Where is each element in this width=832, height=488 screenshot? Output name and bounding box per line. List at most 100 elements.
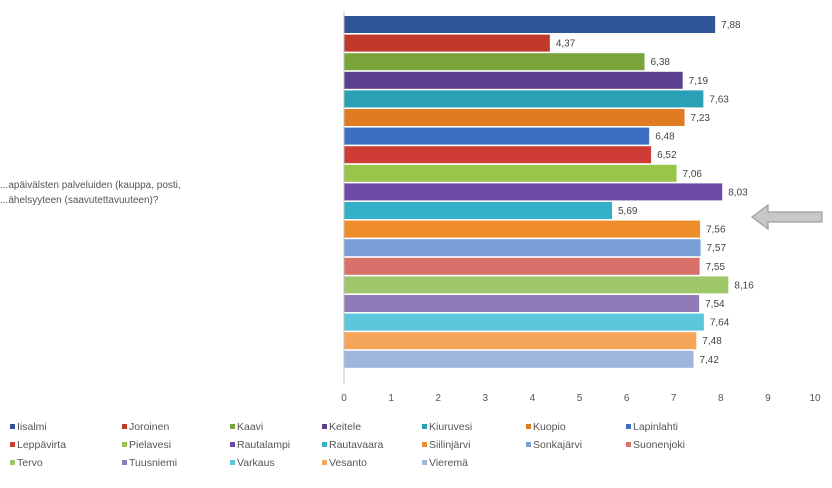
legend-label-rautavaara: Rautavaara xyxy=(329,439,383,451)
bar-kiuruvesi xyxy=(344,90,704,108)
bar-rautavaara xyxy=(344,202,612,219)
x-axis-ticks: 0 1 2 3 4 5 6 7 8 9 10 xyxy=(341,393,821,404)
value-label-bg xyxy=(683,73,722,87)
bar-tervo xyxy=(344,276,729,294)
value-label-kaavi: 6,38 xyxy=(650,57,670,68)
legend-label-sonkajärvi: Sonkajärvi xyxy=(533,439,582,451)
legend-marker xyxy=(10,442,15,447)
bar-sonkajärvi xyxy=(344,239,701,257)
value-label-lapinlahti: 6,48 xyxy=(655,132,675,143)
legend-marker xyxy=(422,424,427,429)
value-label-bg xyxy=(700,297,739,310)
value-label-pielavesi: 7,06 xyxy=(683,169,703,180)
bar-rautalampi xyxy=(344,183,723,201)
bar-kaavi xyxy=(344,53,645,71)
value-label-bg xyxy=(550,36,589,50)
legend-label-tervo: Tervo xyxy=(17,457,43,469)
value-label-siilinjärvi: 7,56 xyxy=(706,225,726,236)
value-label-bg xyxy=(729,278,768,292)
bar-varkaus xyxy=(344,313,704,331)
legend-label-kaavi: Kaavi xyxy=(237,421,263,433)
value-label-bg xyxy=(716,18,755,31)
legend: Iisalmi Joroinen Kaavi Keitele Kiuruvesi Kuop… xyxy=(10,421,685,469)
value-label-bg xyxy=(723,185,762,199)
x-tick-label: 3 xyxy=(483,393,489,404)
legend-label-vieremä: Vieremä xyxy=(429,457,468,469)
bar-leppävirta xyxy=(344,146,652,164)
value-label-bg xyxy=(700,259,739,273)
value-label-keitele: 7,19 xyxy=(689,76,709,87)
legend-label-keitele: Keitele xyxy=(329,421,361,433)
legend-marker xyxy=(322,442,327,447)
legend-label-pielavesi: Pielavesi xyxy=(129,439,171,451)
value-label-bg xyxy=(694,352,733,366)
x-tick-label: 2 xyxy=(435,393,441,404)
bar-tuusniemi xyxy=(344,295,700,312)
legend-marker xyxy=(10,424,15,429)
x-tick-label: 4 xyxy=(530,393,536,404)
value-label-varkaus: 7,64 xyxy=(710,318,730,329)
legend-marker xyxy=(122,460,127,465)
value-label-joroinen: 4,37 xyxy=(556,39,576,50)
value-label-bg xyxy=(612,204,651,217)
bars-group xyxy=(344,16,729,368)
value-label-kuopio: 7,23 xyxy=(691,113,711,124)
value-label-bg xyxy=(701,241,740,255)
value-label-bg xyxy=(650,129,689,143)
legend-marker xyxy=(626,424,631,429)
bar-joroinen xyxy=(344,34,550,52)
value-label-bg xyxy=(645,55,684,69)
legend-marker xyxy=(526,442,531,447)
value-label-suonenjoki: 7,55 xyxy=(706,262,726,273)
bar-kuopio xyxy=(344,109,685,126)
x-tick-label: 7 xyxy=(671,393,677,404)
value-label-rautalampi: 8,03 xyxy=(728,187,748,198)
bar-vieremä xyxy=(344,350,694,368)
value-label-rautavaara: 5,69 xyxy=(618,206,638,217)
legend-marker xyxy=(422,442,427,447)
question-line-2: ...ähelsyyteen (saavutettavuuteen)? xyxy=(0,195,159,206)
value-label-bg xyxy=(677,166,716,180)
legend-label-joroinen: Joroinen xyxy=(129,421,169,433)
legend-marker xyxy=(626,442,631,447)
x-tick-label: 10 xyxy=(809,393,821,404)
legend-marker xyxy=(230,424,235,429)
x-tick-label: 0 xyxy=(341,393,347,404)
value-label-vesanto: 7,48 xyxy=(702,336,722,347)
legend-marker xyxy=(230,460,235,465)
bar-pielavesi xyxy=(344,164,677,182)
question-line-1: ...apäivälsten palveluiden (kauppa, post… xyxy=(0,180,181,191)
value-label-vieremä: 7,42 xyxy=(699,355,719,366)
value-label-bg xyxy=(704,92,743,106)
value-labels-group: 7,88 4,37 6,38 7,197,63 7,23 6,48 6,52 7,06 8,03… xyxy=(550,18,768,366)
legend-label-lapinlahti: Lapinlahti xyxy=(633,421,678,433)
bar-vesanto xyxy=(344,332,697,350)
bar-siilinjärvi xyxy=(344,220,701,238)
question-text: ...apäivälsten palveluiden (kauppa, post… xyxy=(0,180,181,206)
legend-label-rautalampi: Rautalampi xyxy=(237,439,290,451)
legend-marker xyxy=(230,442,235,447)
value-label-leppävirta: 6,52 xyxy=(657,150,677,161)
x-tick-label: 9 xyxy=(765,393,771,404)
x-tick-label: 6 xyxy=(624,393,630,404)
legend-marker xyxy=(122,424,127,429)
value-label-bg xyxy=(697,334,736,348)
legend-label-kuopio: Kuopio xyxy=(533,421,566,433)
value-label-bg xyxy=(704,315,743,329)
legend-marker xyxy=(122,442,127,447)
legend-label-vesanto: Vesanto xyxy=(329,457,367,469)
legend-label-suonenjoki: Suonenjoki xyxy=(633,439,685,451)
bar-lapinlahti xyxy=(344,127,650,145)
legend-marker xyxy=(526,424,531,429)
value-label-bg xyxy=(701,222,740,236)
legend-label-iisalmi: Iisalmi xyxy=(17,421,47,433)
legend-marker xyxy=(422,460,427,465)
legend-marker xyxy=(10,460,15,465)
bar-iisalmi xyxy=(344,16,716,33)
bar-keitele xyxy=(344,71,683,89)
legend-label-varkaus: Varkaus xyxy=(237,457,275,469)
highlight-arrow-icon xyxy=(751,203,823,231)
value-label-bg xyxy=(652,148,691,162)
legend-marker xyxy=(322,424,327,429)
